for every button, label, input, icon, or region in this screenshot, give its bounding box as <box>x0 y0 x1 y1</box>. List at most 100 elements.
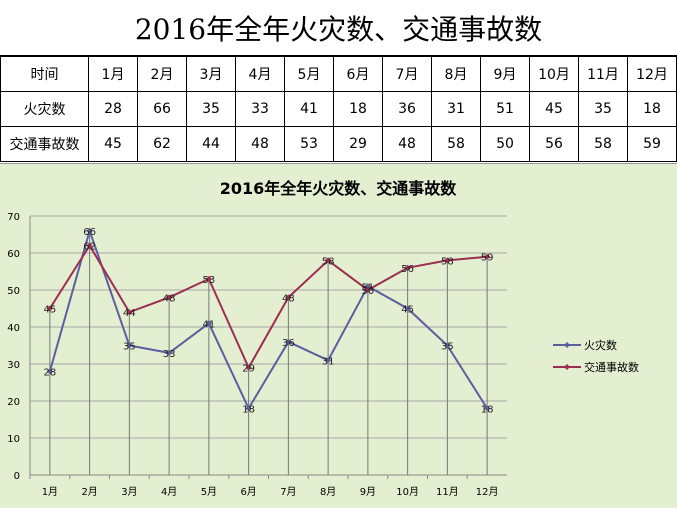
data-point <box>484 253 491 260</box>
data-label: 56 <box>401 264 414 275</box>
table-cell: 35 <box>578 91 628 127</box>
table-header-cell: 8月 <box>431 56 481 92</box>
legend-marker <box>564 364 570 370</box>
x-tick-label: 10月 <box>396 486 419 498</box>
data-label: 50 <box>362 286 375 297</box>
table-cell: 66 <box>137 91 187 127</box>
data-label: 36 <box>282 338 295 349</box>
table-header-cell: 6月 <box>333 56 383 92</box>
data-label: 41 <box>203 319 216 330</box>
table-cell: 31 <box>431 91 481 127</box>
table-row: 交通事故数 45 62 44 48 53 29 48 58 50 56 58 59 <box>0 126 677 162</box>
table-header-cell: 11月 <box>578 56 628 92</box>
table-cell: 51 <box>480 91 530 127</box>
data-label: 58 <box>322 256 335 267</box>
page-title: 2016年全年火灾数、交通事故数 <box>0 0 677 56</box>
table-cell: 58 <box>431 126 481 162</box>
data-point <box>205 320 212 327</box>
data-label: 35 <box>441 342 454 353</box>
table-cell: 58 <box>578 126 628 162</box>
table-header-cell: 10月 <box>529 56 579 92</box>
chart-area: 2016年全年火灾数、交通事故数 0 10 20 30 40 50 60 70 1月 2月 3月 4月 5… <box>0 163 677 508</box>
data-label: 28 <box>44 367 57 378</box>
x-tick-label: 8月 <box>320 486 336 498</box>
y-tick-label: 20 <box>7 397 20 408</box>
data-point <box>166 294 173 301</box>
x-tick-label: 11月 <box>436 486 459 498</box>
table-header-cell: 9月 <box>480 56 530 92</box>
y-tick-label: 40 <box>7 323 20 334</box>
table-cell: 48 <box>382 126 432 162</box>
table-row-label: 火灾数 <box>0 91 89 127</box>
x-tick-label: 5月 <box>201 486 217 498</box>
table-header-cell: 时间 <box>0 56 89 92</box>
y-tick-label: 30 <box>7 360 20 371</box>
data-point <box>245 364 252 371</box>
table-cell: 59 <box>627 126 677 162</box>
x-tick-label: 7月 <box>280 486 296 498</box>
y-tick-label: 10 <box>7 434 20 445</box>
table-header-cell: 3月 <box>186 56 236 92</box>
data-point <box>86 242 93 249</box>
data-label: 53 <box>203 275 216 286</box>
data-label: 48 <box>282 293 295 304</box>
x-tick-label: 4月 <box>161 486 177 498</box>
data-point <box>325 257 332 264</box>
data-label: 48 <box>163 293 176 304</box>
y-tick-label: 60 <box>7 249 20 260</box>
data-label: 18 <box>242 404 255 415</box>
data-point <box>46 368 53 375</box>
y-tick-label: 70 <box>7 212 20 223</box>
table-cell: 48 <box>235 126 285 162</box>
data-point <box>126 309 133 316</box>
data-point <box>364 287 371 293</box>
table-header-cell: 2月 <box>137 56 187 92</box>
legend-label: 交通事故数 <box>584 360 639 374</box>
data-point <box>245 405 252 412</box>
data-label: 29 <box>242 364 255 375</box>
data-point <box>444 257 451 264</box>
data-point <box>404 264 411 271</box>
series-line-0 <box>48 227 488 411</box>
data-label: 35 <box>123 342 136 353</box>
table-row-label: 交通事故数 <box>0 126 89 162</box>
y-tick-label: 0 <box>14 471 20 482</box>
table-header-cell: 4月 <box>235 56 285 92</box>
data-point <box>325 357 332 364</box>
x-tick-label: 6月 <box>240 486 256 498</box>
table-header-cell: 12月 <box>627 56 677 92</box>
data-label: 45 <box>44 305 57 316</box>
table-cell: 29 <box>333 126 383 162</box>
data-point <box>86 227 93 234</box>
table-cell: 41 <box>284 91 334 127</box>
x-tick-label: 2月 <box>81 486 97 498</box>
data-point <box>484 405 491 412</box>
data-point <box>46 305 53 312</box>
table-cell: 18 <box>333 91 383 127</box>
table-cell: 45 <box>88 126 138 162</box>
data-point <box>404 305 411 312</box>
data-label: 31 <box>322 356 335 367</box>
data-point <box>285 338 292 345</box>
line-chart: 2016年全年火灾数、交通事故数 0 10 20 30 40 50 60 70 1月 2月 3月 4月 5… <box>7 179 639 498</box>
data-point <box>205 275 212 282</box>
legend-marker <box>564 342 570 348</box>
data-point <box>126 342 133 349</box>
data-label: 66 <box>83 227 96 238</box>
data-table: 时间 1月 2月 3月 4月 5月 6月 7月 8月 9月 10月 11月 12月 火灾数 28 66 35 33… <box>0 56 677 162</box>
data-point <box>285 294 292 301</box>
x-tick-label: 3月 <box>121 486 137 498</box>
table-cell: 35 <box>186 91 236 127</box>
x-tick-label: 9月 <box>360 486 376 498</box>
data-label: 62 <box>83 242 96 253</box>
table-cell: 33 <box>235 91 285 127</box>
table-header-cell: 5月 <box>284 56 334 92</box>
table-header-row: 时间 1月 2月 3月 4月 5月 6月 7月 8月 9月 10月 11月 12月 <box>0 56 677 92</box>
table-row: 火灾数 28 66 35 33 41 18 36 31 51 45 35 18 <box>0 91 677 127</box>
table-cell: 28 <box>88 91 138 127</box>
table-cell: 50 <box>480 126 530 162</box>
data-label: 45 <box>401 305 414 316</box>
x-tick-label: 12月 <box>476 486 499 498</box>
data-label: 33 <box>163 349 176 360</box>
chart-title: 2016年全年火灾数、交通事故数 <box>220 179 458 198</box>
